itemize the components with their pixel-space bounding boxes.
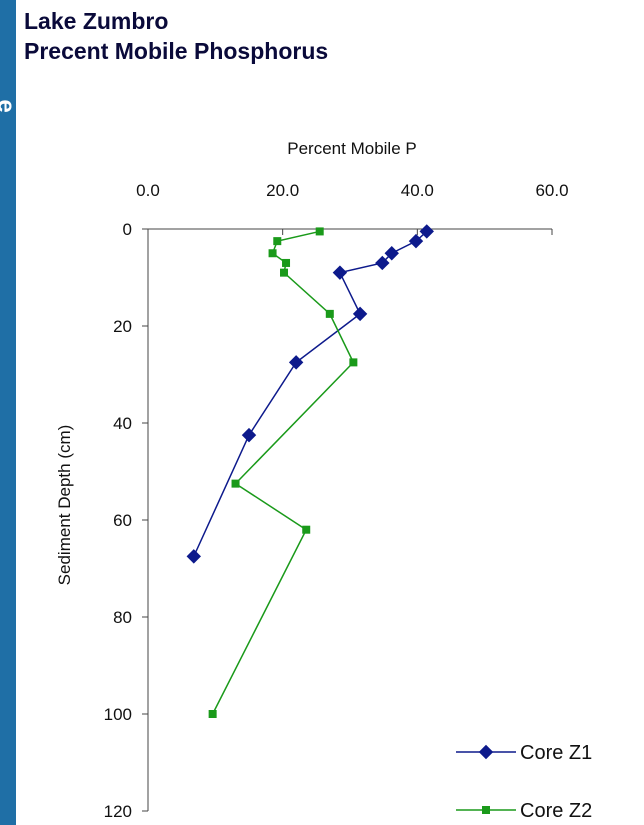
series-line-core-z1: [193, 230, 428, 557]
data-point-core-z1: [288, 355, 304, 370]
legend-label: Core Z2: [520, 800, 592, 822]
data-point-core-z1: [352, 306, 368, 322]
data-point-core-z2: [325, 309, 334, 318]
data-point-core-z2: [349, 358, 358, 367]
legend-marker: [478, 744, 494, 760]
data-point-core-z1: [419, 224, 434, 239]
title-line-2: Precent Mobile Phosphorus: [24, 38, 329, 64]
data-point-core-z1: [241, 427, 257, 443]
data-point-core-z1: [408, 233, 424, 249]
legend-label: Core Z1: [520, 742, 592, 764]
x-tick-label: 40.0: [401, 181, 434, 200]
data-point-core-z2: [268, 249, 277, 258]
y-axis-title: Sediment Depth (cm): [55, 425, 74, 586]
y-tick-label: 0: [123, 220, 132, 239]
title-line-1: Lake Zumbro: [24, 8, 169, 34]
legend: Core Z1 Core Z2: [456, 742, 592, 822]
series-core-z1: [186, 224, 434, 564]
y-tick-label: 60: [113, 511, 132, 530]
data-point-core-z1: [384, 246, 399, 261]
y-tick-label: 20: [113, 317, 132, 336]
data-point-core-z1: [332, 265, 348, 280]
data-point-core-z2: [273, 237, 282, 246]
y-tick-label: 40: [113, 414, 132, 433]
series-line-core-z2: [211, 230, 355, 715]
data-point-core-z2: [282, 258, 291, 267]
y-tick-label: 120: [104, 802, 132, 821]
y-tick-label: 80: [113, 608, 132, 627]
slide-title: Lake Zumbro Precent Mobile Phosphorus: [24, 6, 328, 66]
legend-marker: [482, 806, 490, 814]
left-accent-bar: e: [0, 0, 16, 825]
data-point-core-z2: [208, 710, 217, 718]
data-point-core-z1: [186, 549, 201, 564]
data-point-core-z2: [280, 268, 289, 277]
axes: 0.0 20.0 40.0 60.0 0 20 40 60 80 100 120: [104, 181, 569, 821]
series-core-z2: [208, 227, 358, 718]
legend-item-core-z2: Core Z2: [456, 800, 592, 822]
data-point-core-z2: [302, 525, 311, 534]
legend-item-core-z1: Core Z1: [456, 742, 592, 764]
series-layer: [186, 224, 434, 718]
y-tick-label: 100: [104, 705, 132, 724]
data-point-core-z2: [315, 227, 324, 236]
x-tick-label: 0.0: [136, 181, 160, 200]
data-point-core-z1: [375, 255, 390, 271]
x-axis-title: Percent Mobile P: [287, 139, 416, 158]
data-point-core-z2: [231, 479, 240, 488]
x-tick-label: 60.0: [535, 181, 568, 200]
x-tick-label: 20.0: [266, 181, 299, 200]
